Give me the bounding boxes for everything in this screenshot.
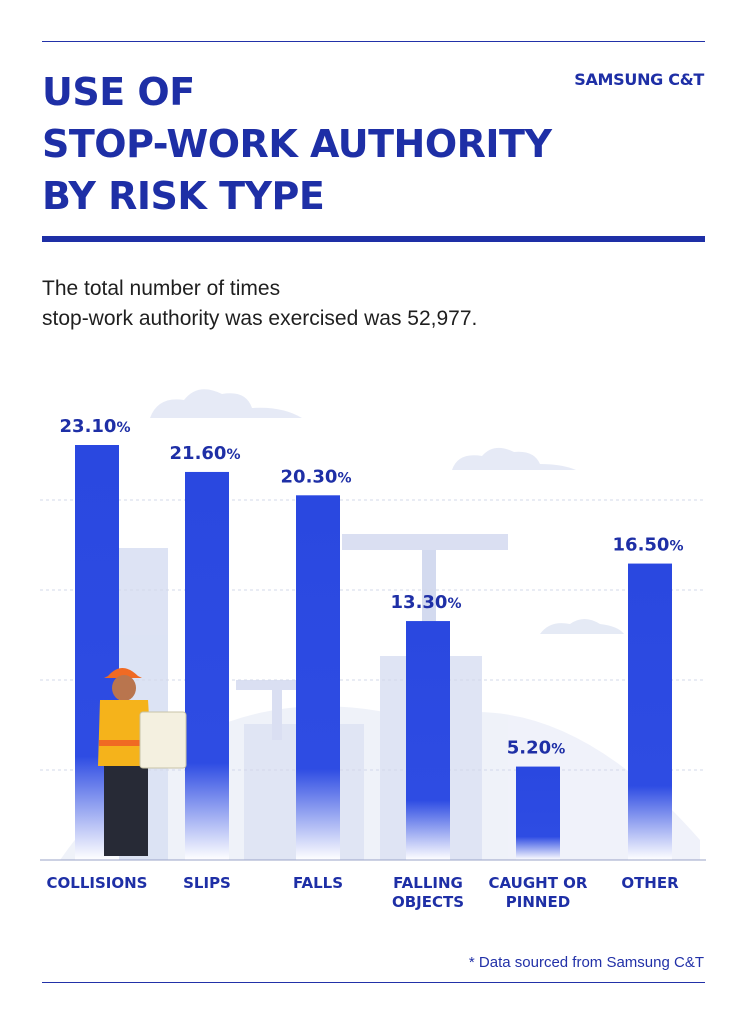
bar-2 — [296, 495, 340, 860]
worker-legs — [104, 766, 148, 856]
subtitle-line-2: stop-work authority was exercised was 52… — [42, 307, 478, 330]
cloud-left — [150, 389, 302, 418]
subtitle: The total number of times stop-work auth… — [42, 274, 477, 334]
worker-blueprint — [139, 711, 187, 769]
source-note: * Data sourced from Samsung C&T — [468, 954, 704, 971]
title-line-2: STOP-WORK AUTHORITY — [42, 122, 552, 166]
top-divider — [42, 41, 705, 42]
title-line-3: BY RISK TYPE — [42, 174, 325, 218]
category-label-1: SLIPS — [183, 874, 231, 892]
brand-logo: SAMSUNG C&T — [574, 70, 704, 89]
value-labels: 23.10% 21.60% 20.30% 13.30% 5.20% 16.50% — [60, 416, 684, 759]
cloud-right — [452, 447, 576, 470]
category-label-0: COLLISIONS — [47, 874, 148, 892]
crane-mast-small — [272, 680, 282, 740]
bar-value-label-1: 21.60% — [170, 443, 241, 464]
category-label-4-line-0: CAUGHT OR — [489, 874, 588, 892]
crane-jib — [342, 534, 508, 550]
bar-1 — [185, 471, 229, 860]
background-illustration — [60, 389, 700, 860]
category-label-3-line-1: OBJECTS — [392, 893, 464, 911]
grid-lines — [40, 499, 706, 771]
worker-vest-stripe — [99, 740, 152, 746]
bar-3 — [406, 621, 450, 860]
bar-4 — [516, 766, 560, 860]
category-label-5: OTHER — [621, 874, 679, 892]
bars — [75, 445, 672, 860]
bar-value-label-0: 23.10% — [60, 416, 131, 437]
subtitle-line-1: The total number of times — [42, 277, 281, 300]
worker-illustration — [98, 668, 187, 856]
worker-vest — [98, 700, 152, 766]
bar-5 — [628, 563, 672, 860]
title-line-1: USE OF — [42, 70, 195, 114]
category-label-3-line-0: FALLING — [393, 874, 463, 892]
bar-value-label-3: 13.30% — [391, 592, 462, 613]
page-title: USE OF STOP-WORK AUTHORITY BY RISK TYPE — [42, 66, 552, 222]
bar-value-label-2: 20.30% — [281, 466, 352, 487]
bottom-divider — [42, 982, 705, 983]
cloud-small — [540, 619, 624, 634]
worker-hard-hat — [104, 668, 142, 678]
worker-head — [112, 675, 136, 701]
category-label-4-line-1: PINNED — [506, 893, 570, 911]
bar-value-label-5: 16.50% — [613, 535, 684, 556]
category-label-2: FALLS — [293, 874, 343, 892]
bar-value-label-4: 5.20% — [507, 738, 565, 759]
crane-jib-small — [236, 680, 298, 690]
title-underline — [42, 236, 705, 242]
